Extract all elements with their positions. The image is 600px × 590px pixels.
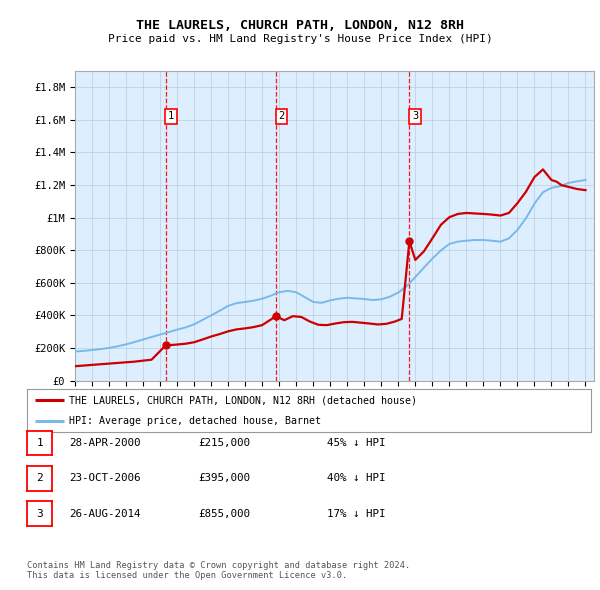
Text: 45% ↓ HPI: 45% ↓ HPI bbox=[327, 438, 386, 448]
Text: 17% ↓ HPI: 17% ↓ HPI bbox=[327, 509, 386, 519]
Text: 26-AUG-2014: 26-AUG-2014 bbox=[69, 509, 140, 519]
Text: This data is licensed under the Open Government Licence v3.0.: This data is licensed under the Open Gov… bbox=[27, 571, 347, 580]
Text: THE LAURELS, CHURCH PATH, LONDON, N12 8RH: THE LAURELS, CHURCH PATH, LONDON, N12 8R… bbox=[136, 19, 464, 32]
Text: Contains HM Land Registry data © Crown copyright and database right 2024.: Contains HM Land Registry data © Crown c… bbox=[27, 560, 410, 569]
Text: 3: 3 bbox=[36, 509, 43, 519]
Text: 23-OCT-2006: 23-OCT-2006 bbox=[69, 474, 140, 483]
Text: 28-APR-2000: 28-APR-2000 bbox=[69, 438, 140, 448]
Text: £855,000: £855,000 bbox=[198, 509, 250, 519]
Text: £215,000: £215,000 bbox=[198, 438, 250, 448]
Text: 1: 1 bbox=[168, 112, 175, 122]
Text: 40% ↓ HPI: 40% ↓ HPI bbox=[327, 474, 386, 483]
Text: THE LAURELS, CHURCH PATH, LONDON, N12 8RH (detached house): THE LAURELS, CHURCH PATH, LONDON, N12 8R… bbox=[70, 395, 418, 405]
Text: 2: 2 bbox=[36, 474, 43, 483]
Text: 1: 1 bbox=[36, 438, 43, 448]
Text: HPI: Average price, detached house, Barnet: HPI: Average price, detached house, Barn… bbox=[70, 417, 322, 426]
Text: 3: 3 bbox=[412, 112, 418, 122]
Text: £395,000: £395,000 bbox=[198, 474, 250, 483]
Text: 2: 2 bbox=[278, 112, 285, 122]
Text: Price paid vs. HM Land Registry's House Price Index (HPI): Price paid vs. HM Land Registry's House … bbox=[107, 34, 493, 44]
